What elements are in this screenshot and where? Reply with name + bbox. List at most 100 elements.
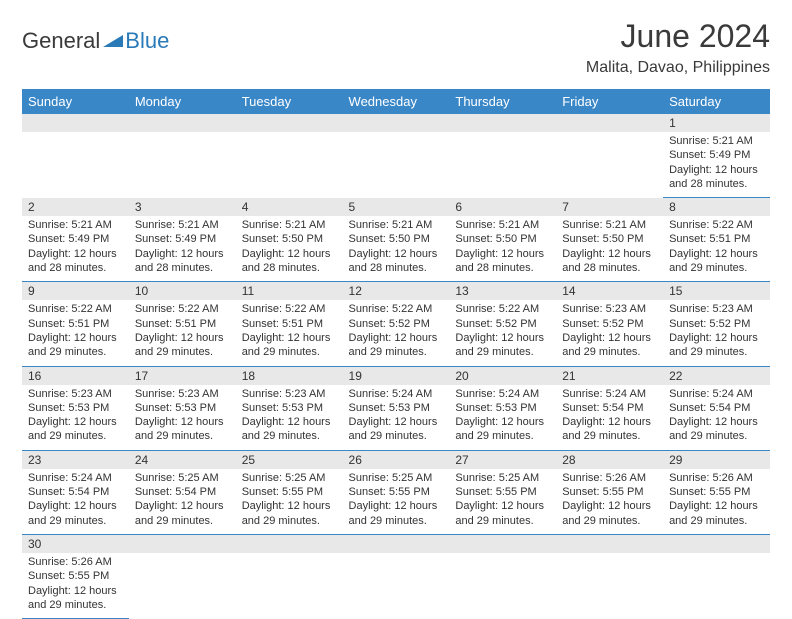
sunset-text: Sunset: 5:50 PM [349, 232, 444, 246]
day-number-cell: 27 [449, 450, 556, 469]
logo-text-blue: Blue [125, 28, 169, 54]
sunset-text: Sunset: 5:54 PM [669, 401, 764, 415]
sunrise-text: Sunrise: 5:24 AM [562, 387, 657, 401]
sunrise-text: Sunrise: 5:21 AM [135, 218, 230, 232]
daylight-line1: Daylight: 12 hours [28, 499, 123, 513]
location-subtitle: Malita, Davao, Philippines [586, 59, 770, 77]
col-sunday: Sunday [22, 89, 129, 114]
daylight-line1: Daylight: 12 hours [455, 331, 550, 345]
daylight-line1: Daylight: 12 hours [669, 331, 764, 345]
day-content-cell [236, 553, 343, 619]
sunset-text: Sunset: 5:51 PM [242, 317, 337, 331]
sunrise-text: Sunrise: 5:25 AM [455, 471, 550, 485]
day-number-cell: 18 [236, 366, 343, 385]
daylight-line2: and 29 minutes. [669, 345, 764, 359]
day-number-row: 16171819202122 [22, 366, 770, 385]
sunset-text: Sunset: 5:55 PM [349, 485, 444, 499]
daylight-line2: and 29 minutes. [349, 345, 444, 359]
logo-triangle-icon [103, 31, 123, 52]
daylight-line1: Daylight: 12 hours [349, 499, 444, 513]
day-number-cell: 28 [556, 450, 663, 469]
day-number-cell: 16 [22, 366, 129, 385]
daylight-line2: and 29 minutes. [669, 429, 764, 443]
day-number-cell [129, 114, 236, 132]
day-number-row: 1 [22, 114, 770, 132]
sunset-text: Sunset: 5:53 PM [349, 401, 444, 415]
day-content-cell [236, 132, 343, 198]
day-content-cell [449, 553, 556, 619]
day-content-row: Sunrise: 5:21 AMSunset: 5:49 PMDaylight:… [22, 216, 770, 282]
day-number-cell: 17 [129, 366, 236, 385]
sunrise-text: Sunrise: 5:21 AM [242, 218, 337, 232]
day-number-cell: 30 [22, 534, 129, 553]
sunset-text: Sunset: 5:51 PM [669, 232, 764, 246]
sunset-text: Sunset: 5:53 PM [28, 401, 123, 415]
sunrise-text: Sunrise: 5:24 AM [349, 387, 444, 401]
daylight-line2: and 29 minutes. [135, 429, 230, 443]
day-content-cell: Sunrise: 5:26 AMSunset: 5:55 PMDaylight:… [22, 553, 129, 619]
sunset-text: Sunset: 5:52 PM [455, 317, 550, 331]
day-number-cell: 26 [343, 450, 450, 469]
daylight-line2: and 29 minutes. [242, 429, 337, 443]
sunset-text: Sunset: 5:52 PM [669, 317, 764, 331]
day-number-cell: 6 [449, 198, 556, 217]
day-content-cell [129, 553, 236, 619]
col-saturday: Saturday [663, 89, 770, 114]
daylight-line2: and 29 minutes. [28, 598, 123, 612]
sunrise-text: Sunrise: 5:23 AM [28, 387, 123, 401]
day-number-cell: 14 [556, 282, 663, 301]
day-number-cell [663, 534, 770, 553]
day-content-cell: Sunrise: 5:21 AMSunset: 5:50 PMDaylight:… [343, 216, 450, 282]
daylight-line2: and 29 minutes. [455, 514, 550, 528]
day-content-cell: Sunrise: 5:23 AMSunset: 5:53 PMDaylight:… [236, 385, 343, 451]
daylight-line2: and 28 minutes. [28, 261, 123, 275]
day-content-cell [343, 553, 450, 619]
sunset-text: Sunset: 5:55 PM [242, 485, 337, 499]
day-number-row: 30 [22, 534, 770, 553]
sunrise-text: Sunrise: 5:21 AM [669, 134, 764, 148]
daylight-line1: Daylight: 12 hours [135, 331, 230, 345]
day-content-cell: Sunrise: 5:24 AMSunset: 5:54 PMDaylight:… [556, 385, 663, 451]
calendar-body: 1 Sunrise: 5:21 AMSunset: 5:49 PMDayligh… [22, 114, 770, 619]
day-content-cell: Sunrise: 5:25 AMSunset: 5:54 PMDaylight:… [129, 469, 236, 535]
day-content-cell [449, 132, 556, 198]
daylight-line1: Daylight: 12 hours [669, 163, 764, 177]
day-number-cell: 23 [22, 450, 129, 469]
daylight-line2: and 28 minutes. [669, 177, 764, 191]
daylight-line1: Daylight: 12 hours [242, 415, 337, 429]
day-content-cell: Sunrise: 5:25 AMSunset: 5:55 PMDaylight:… [343, 469, 450, 535]
day-number-cell: 21 [556, 366, 663, 385]
sunset-text: Sunset: 5:50 PM [242, 232, 337, 246]
day-content-cell: Sunrise: 5:22 AMSunset: 5:51 PMDaylight:… [129, 300, 236, 366]
day-content-cell: Sunrise: 5:24 AMSunset: 5:54 PMDaylight:… [663, 385, 770, 451]
col-friday: Friday [556, 89, 663, 114]
day-content-cell: Sunrise: 5:21 AMSunset: 5:50 PMDaylight:… [236, 216, 343, 282]
day-number-cell: 9 [22, 282, 129, 301]
day-number-cell [22, 114, 129, 132]
sunrise-text: Sunrise: 5:25 AM [135, 471, 230, 485]
sunrise-text: Sunrise: 5:21 AM [562, 218, 657, 232]
day-content-cell: Sunrise: 5:26 AMSunset: 5:55 PMDaylight:… [556, 469, 663, 535]
daylight-line2: and 29 minutes. [562, 429, 657, 443]
header: General Blue June 2024 Malita, Davao, Ph… [22, 18, 770, 77]
day-number-cell: 3 [129, 198, 236, 217]
day-number-cell [556, 114, 663, 132]
sunrise-text: Sunrise: 5:21 AM [455, 218, 550, 232]
sunrise-text: Sunrise: 5:23 AM [135, 387, 230, 401]
day-number-cell: 25 [236, 450, 343, 469]
day-content-cell: Sunrise: 5:21 AMSunset: 5:50 PMDaylight:… [556, 216, 663, 282]
day-content-cell: Sunrise: 5:23 AMSunset: 5:52 PMDaylight:… [663, 300, 770, 366]
sunset-text: Sunset: 5:55 PM [669, 485, 764, 499]
sunrise-text: Sunrise: 5:21 AM [28, 218, 123, 232]
day-content-cell [556, 132, 663, 198]
day-number-cell [236, 534, 343, 553]
sunrise-text: Sunrise: 5:22 AM [28, 302, 123, 316]
daylight-line1: Daylight: 12 hours [455, 415, 550, 429]
day-content-cell: Sunrise: 5:24 AMSunset: 5:54 PMDaylight:… [22, 469, 129, 535]
sunset-text: Sunset: 5:55 PM [28, 569, 123, 583]
daylight-line2: and 29 minutes. [455, 429, 550, 443]
daylight-line2: and 29 minutes. [562, 345, 657, 359]
daylight-line1: Daylight: 12 hours [135, 499, 230, 513]
day-content-row: Sunrise: 5:26 AMSunset: 5:55 PMDaylight:… [22, 553, 770, 619]
day-number-cell: 20 [449, 366, 556, 385]
